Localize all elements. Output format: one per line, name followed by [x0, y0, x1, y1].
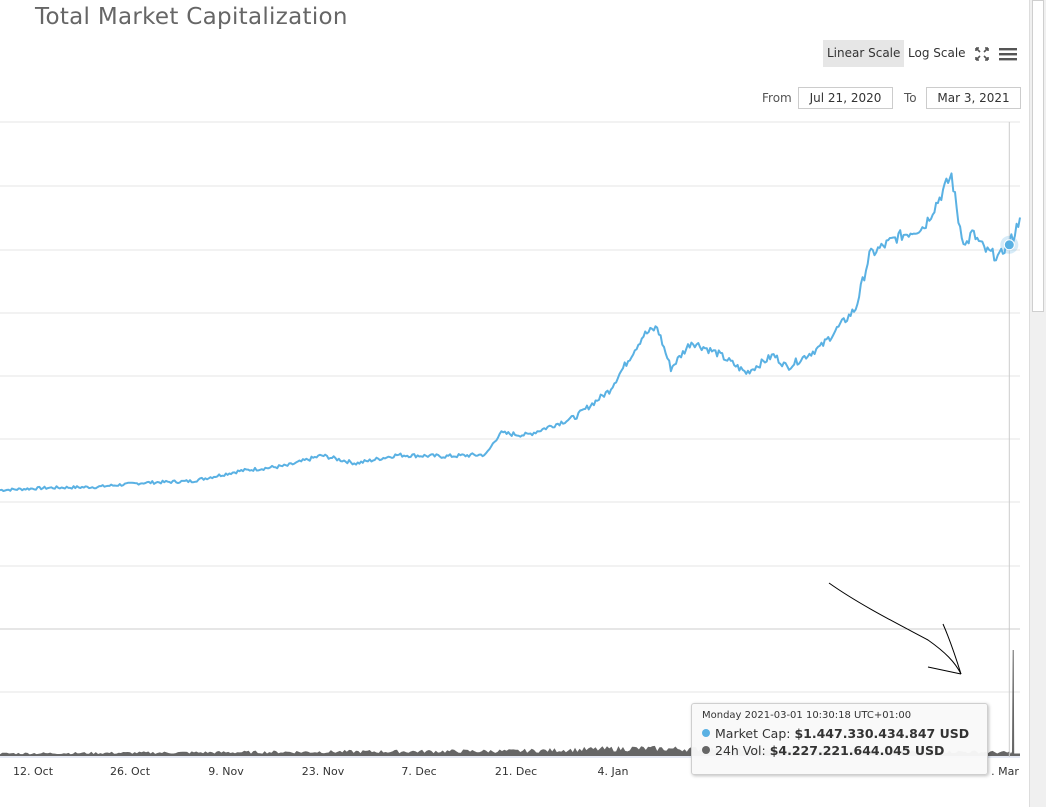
tooltip-market-cap: Market Cap: $1.447.330.434.847 USD [702, 725, 977, 742]
market-cap-line [0, 172, 1021, 492]
gridlines [0, 121, 1020, 758]
x-tick-label: 4. Jan [597, 765, 629, 778]
hamburger-menu-icon[interactable] [998, 45, 1018, 63]
hover-marker [1003, 239, 1015, 251]
scrollbar[interactable] [1029, 0, 1046, 807]
tooltip-volume-value: $4.227.221.644.045 USD [769, 743, 945, 758]
log-scale-button[interactable]: Log Scale [908, 46, 966, 60]
scrollbar-thumb[interactable] [1032, 0, 1044, 312]
x-tick-label: 9. Nov [208, 765, 244, 778]
from-date-input[interactable]: Jul 21, 2020 [798, 87, 893, 109]
annotation-arrow [828, 582, 962, 675]
to-label: To [904, 91, 917, 105]
x-tick-label: 12. Oct [12, 765, 54, 778]
tooltip-date: Monday 2021-03-01 10:30:18 UTC+01:00 [702, 710, 912, 721]
to-date-input[interactable]: Mar 3, 2021 [926, 87, 1021, 109]
tooltip-market-cap-value: $1.447.330.434.847 USD [794, 726, 970, 741]
linear-scale-button[interactable]: Linear Scale [823, 40, 905, 67]
tooltip: Monday 2021-03-01 10:30:18 UTC+01:00 Mar… [691, 703, 988, 775]
x-tick-label: 7. Dec [401, 765, 437, 778]
chart-title: Total Market Capitalization [35, 4, 348, 30]
from-label: From [762, 91, 792, 105]
x-tick-label: 21. Dec [494, 765, 538, 778]
tooltip-volume-label: 24h Vol: [715, 743, 766, 758]
market-cap-dot-icon [702, 729, 710, 737]
tooltip-volume: 24h Vol: $4.227.221.644.045 USD [702, 742, 977, 759]
fullscreen-icon[interactable] [973, 45, 991, 63]
x-tick-label: . Mar [991, 765, 1019, 778]
tooltip-market-cap-label: Market Cap: [715, 726, 791, 741]
x-tick-label: 26. Oct [109, 765, 151, 778]
market-cap-series [0, 172, 1021, 492]
volume-dot-icon [702, 746, 710, 754]
x-tick-label: 23. Nov [301, 765, 345, 778]
crosshair [1000, 122, 1019, 757]
